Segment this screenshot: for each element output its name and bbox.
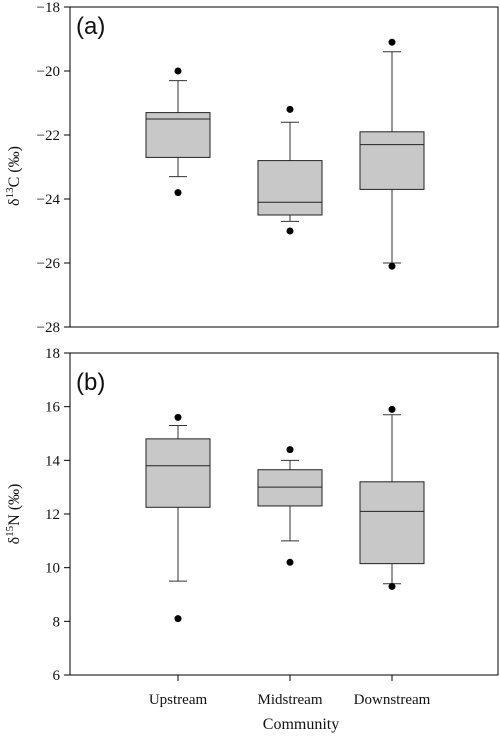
outlier-point	[174, 615, 182, 623]
box-upstream	[145, 67, 211, 197]
x-axis-title: Community	[263, 716, 339, 733]
x-tick-label: Midstream	[258, 692, 323, 708]
panel-a: −28 −26 −24 −22 −20 −18	[37, 0, 499, 336]
iqr-box	[257, 469, 323, 507]
box-midstream	[257, 446, 323, 566]
outlier-point	[388, 582, 396, 590]
panel-a-label: (a)	[76, 13, 105, 40]
plot-frame-b	[69, 352, 499, 676]
iqr-box	[359, 481, 425, 565]
y-axis-title-b: δ15N (‰)	[4, 484, 23, 545]
outlier-point	[286, 227, 294, 235]
outlier-point	[174, 413, 182, 421]
x-tick-label: Upstream	[149, 692, 208, 708]
y-tick-label: −28	[37, 320, 60, 336]
outlier-point	[286, 105, 294, 113]
y-tick-label: 14	[45, 453, 61, 469]
y-tick-label: 12	[45, 507, 60, 523]
y-tick-label: −26	[37, 256, 61, 272]
y-tick-label: 6	[53, 668, 61, 684]
iqr-box	[145, 438, 211, 508]
box-downstream	[359, 405, 425, 590]
panel-b-label: (b)	[76, 369, 105, 396]
y-tick-label: −20	[37, 64, 60, 80]
outlier-point	[174, 67, 182, 75]
outlier-point	[388, 38, 396, 46]
plot-frame-a	[69, 6, 499, 328]
y-tick-label: 16	[45, 400, 61, 416]
y-tick-label: 8	[53, 614, 61, 630]
outlier-point	[174, 189, 182, 197]
outlier-point	[388, 262, 396, 270]
y-tick-label: −24	[37, 192, 61, 208]
y-axis-title-a: δ13C (‰)	[4, 146, 23, 206]
y-tick-label: 10	[45, 561, 60, 577]
outlier-point	[388, 405, 396, 413]
box-downstream	[359, 38, 425, 270]
x-tick-label: Downstream	[354, 692, 431, 708]
box-midstream	[257, 105, 323, 235]
outlier-point	[286, 446, 294, 454]
iqr-box	[359, 131, 425, 190]
panel-b: 6 8 10 12 14 16 18 Upstream Midstream Downstream	[45, 346, 499, 708]
y-tick-label: −22	[37, 128, 60, 144]
y-tick-label: −18	[37, 0, 60, 16]
iqr-box	[257, 160, 323, 216]
iqr-box	[145, 112, 211, 158]
y-tick-label: 18	[45, 346, 60, 362]
outlier-point	[286, 558, 294, 566]
box-upstream	[145, 413, 211, 623]
